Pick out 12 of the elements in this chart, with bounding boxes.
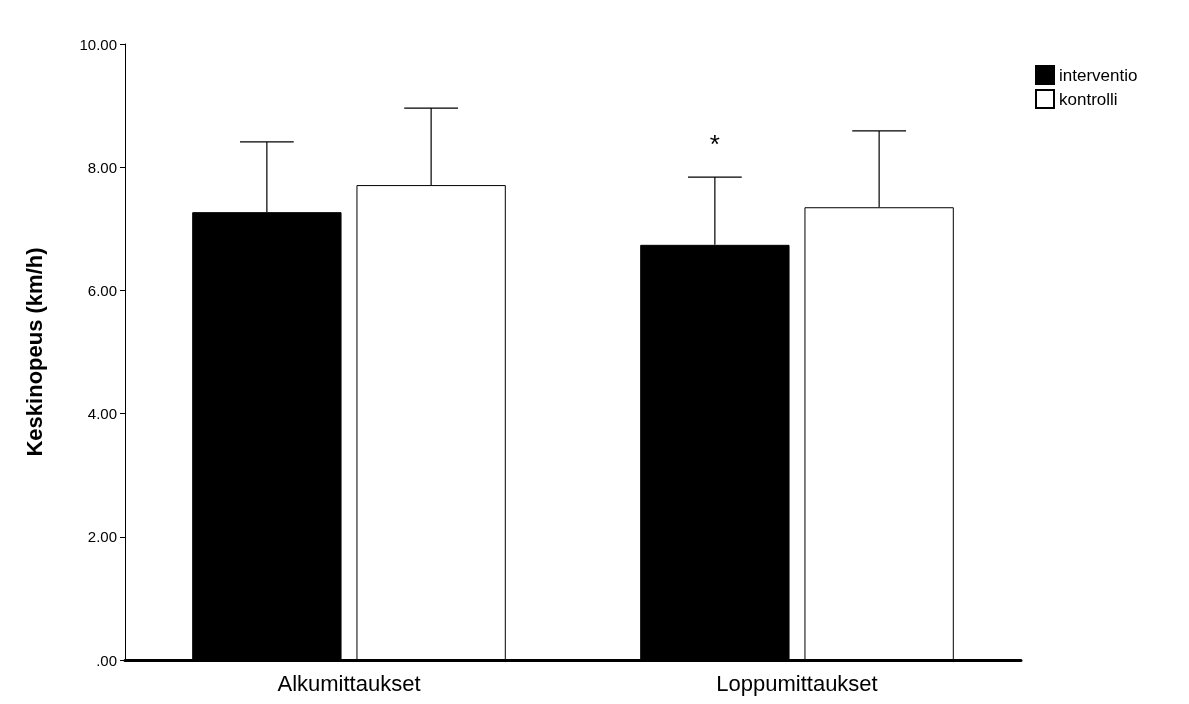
x-tick-label: Loppumittaukset xyxy=(716,670,878,696)
y-tick-label: 10.00 xyxy=(79,35,117,53)
legend-label: kontrolli xyxy=(1059,89,1118,109)
y-tick-label: 6.00 xyxy=(87,281,117,299)
x-tick-label: Alkumittaukset xyxy=(277,670,421,696)
legend-label: interventio xyxy=(1059,65,1138,85)
y-tick-label: 2.00 xyxy=(87,528,117,546)
y-tick-label: .00 xyxy=(96,651,117,669)
annotation: * xyxy=(709,129,720,159)
y-tick-label: 8.00 xyxy=(87,158,117,176)
y-axis-title: Keskinopeus (km/h) xyxy=(21,247,47,457)
y-tick-label: 4.00 xyxy=(87,405,117,423)
